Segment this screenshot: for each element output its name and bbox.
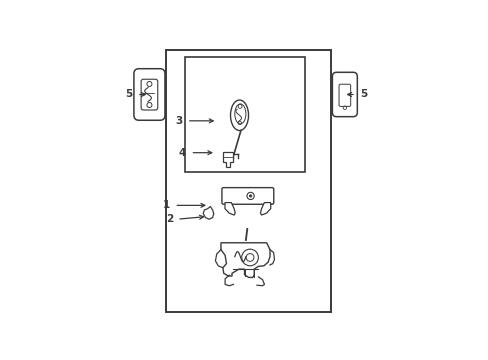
Text: 2: 2	[165, 214, 173, 224]
Polygon shape	[223, 152, 233, 167]
Text: 5: 5	[359, 90, 366, 99]
Circle shape	[249, 195, 251, 197]
Text: 3: 3	[175, 116, 183, 126]
Text: 4: 4	[179, 148, 186, 158]
FancyBboxPatch shape	[332, 72, 357, 117]
Ellipse shape	[230, 100, 248, 131]
Bar	[185, 57, 304, 172]
Polygon shape	[224, 203, 235, 215]
Text: 5: 5	[125, 90, 133, 99]
Polygon shape	[260, 203, 270, 215]
FancyBboxPatch shape	[134, 69, 164, 120]
FancyBboxPatch shape	[338, 84, 350, 107]
Text: 1: 1	[163, 201, 170, 210]
Polygon shape	[221, 243, 269, 278]
FancyBboxPatch shape	[222, 188, 273, 204]
Bar	[166, 50, 330, 312]
Polygon shape	[203, 207, 213, 219]
